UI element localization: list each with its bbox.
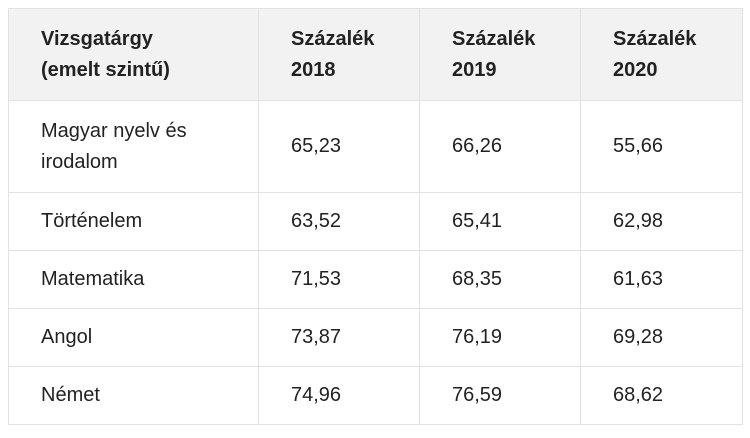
table-row: Történelem 63,52 65,41 62,98 [8,192,743,251]
subject-cell: Történelem [8,192,259,251]
value-2018: 63,52 [258,192,420,251]
header-2020: Százalék 2020 [580,8,743,101]
header-2018: Százalék 2018 [258,8,420,101]
header-2020-line2: 2020 [613,58,658,81]
header-2018-line1: Százalék [291,27,375,50]
table-row: Német 74,96 76,59 68,62 [8,366,743,425]
header-2018-line2: 2018 [291,58,336,81]
value-2020: 55,66 [580,100,743,193]
header-2019-line1: Százalék [452,27,536,50]
table-header-row: Vizsgatárgy (emelt szintű) Százalék 2018… [8,8,743,101]
header-2019: Százalék 2019 [419,8,581,101]
value-2018: 74,96 [258,366,420,425]
header-subject-line2: (emelt szintű) [41,58,170,81]
value-2019: 66,26 [419,100,581,193]
value-2020: 68,62 [580,366,743,425]
subject-cell: Angol [8,308,259,367]
value-2018: 71,53 [258,250,420,309]
value-2020: 61,63 [580,250,743,309]
table-row: Angol 73,87 76,19 69,28 [8,308,743,367]
header-2020-line1: Százalék [613,27,697,50]
value-2019: 65,41 [419,192,581,251]
header-subject-line1: Vizsgatárgy [41,27,153,50]
table-row: Matematika 71,53 68,35 61,63 [8,250,743,309]
results-table-container: Vizsgatárgy (emelt szintű) Százalék 2018… [8,8,743,425]
value-2018: 73,87 [258,308,420,367]
value-2019: 76,19 [419,308,581,367]
table-row: Magyar nyelv és irodalom 65,23 66,26 55,… [8,100,743,193]
subject-line2: irodalom [41,150,118,173]
value-2019: 68,35 [419,250,581,309]
subject-cell: Matematika [8,250,259,309]
subject-cell: Német [8,366,259,425]
exam-results-table: Vizsgatárgy (emelt szintű) Százalék 2018… [8,8,743,425]
value-2019: 76,59 [419,366,581,425]
value-2020: 62,98 [580,192,743,251]
subject-cell: Magyar nyelv és irodalom [8,100,259,193]
subject-line1: Magyar nyelv és [41,119,187,142]
header-subject: Vizsgatárgy (emelt szintű) [8,8,259,101]
value-2018: 65,23 [258,100,420,193]
value-2020: 69,28 [580,308,743,367]
header-2019-line2: 2019 [452,58,497,81]
